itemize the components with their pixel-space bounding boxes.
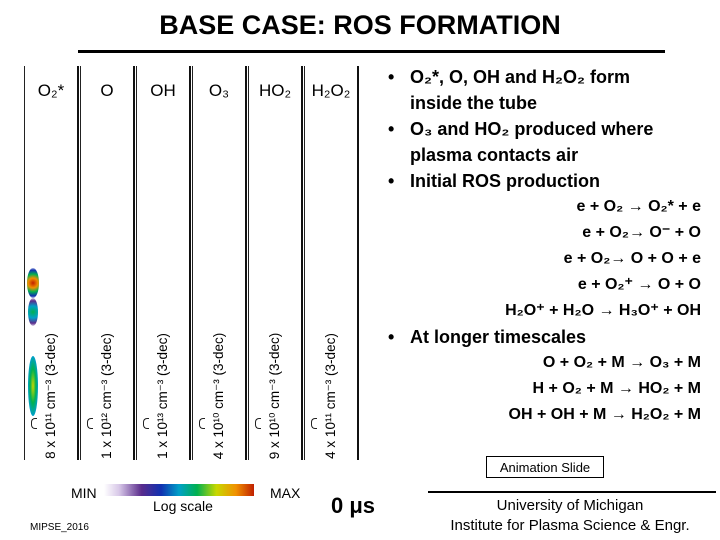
reaction-equation: e + O₂→ O⁻ + O [582,224,701,241]
animation-slide-button[interactable]: Animation Slide [486,456,604,478]
density-plume [27,268,39,298]
bullet-item: O₂*, O, OH and H₂O₂ form inside the tube [388,64,713,116]
mipse-label: MIPSE_2016 [30,522,89,533]
bullet-text: plasma contacts air [410,145,579,165]
reaction-equation: O + O₂ + M → O₃ + M [542,354,701,371]
colorbar-max-label: MAX [270,485,301,501]
bullet-text: At longer timescales [410,327,587,347]
reaction-equation: e + O₂⁺ → O + O [577,276,701,293]
title-divider [78,50,665,53]
reaction-equation: H₂O⁺ + H₂O → H₃O⁺ + OH [505,302,701,319]
electrode-marker [31,418,37,429]
electrode-marker [199,418,205,429]
bullet-text: Initial ROS production [410,171,600,191]
panel-o3: O₃ 4 x 10¹⁰ cm⁻³ (3-dec) [192,66,247,460]
colorbar [104,484,254,496]
electrode-marker [311,418,317,429]
reaction-equation: e + O₂→ O + O + e [563,250,701,267]
panel-h2o2: H₂O₂ 4 x 10¹¹ cm⁻³ (3-dec) [304,66,359,460]
panel-species-label: O₂* [37,81,65,100]
reaction-equation: e + O₂ → O₂* + e [576,198,702,215]
affiliation-line: University of Michigan [496,497,644,514]
panel-scale-label: 1 x 10¹² cm⁻³ (3-dec) [99,333,114,459]
panel-scale-label: 4 x 10¹¹ cm⁻³ (3-dec) [323,333,338,459]
species-panels: O₂* 8 x 10¹¹ cm⁻³ (3-dec) O 1 x 10¹² cm⁻… [24,66,362,460]
panel-species-label: O₃ [208,81,230,100]
electrode-marker [255,418,261,429]
panel-ho2: HO₂ 9 x 10¹⁰ cm⁻³ (3-dec) [248,66,303,460]
panel-species-label: H₂O₂ [311,81,351,100]
panel-species-label: OH [150,81,176,100]
density-plume [28,356,38,416]
panel-scale-label: 1 x 10¹³ cm⁻³ (3-dec) [155,333,170,459]
colorbar-scale-label: Log scale [153,498,213,514]
panel-scale-label: 4 x 10¹⁰ cm⁻³ (3-dec) [211,332,226,460]
density-plume [28,298,38,326]
time-readout: 0 μs [331,493,376,518]
panel-o: O 1 x 10¹² cm⁻³ (3-dec) [80,66,135,460]
footer-divider [428,491,716,493]
panel-species-label: O [100,81,114,100]
bullet-item: O₃ and HO₂ produced where plasma contact… [388,116,713,168]
panel-scale-label: 9 x 10¹⁰ cm⁻³ (3-dec) [267,332,282,460]
panel-o2-excited: O₂* 8 x 10¹¹ cm⁻³ (3-dec) [24,66,79,460]
electrode-marker [87,418,93,429]
bullet-list: O₂*, O, OH and H₂O₂ form inside the tube… [388,64,713,428]
bullet-text: inside the tube [410,93,538,113]
affiliation: University of Michigan Institute for Pla… [420,496,720,536]
electrode-marker [143,418,149,429]
panel-oh: OH 1 x 10¹³ cm⁻³ (3-dec) [136,66,191,460]
bullet-item: At longer timescales [388,324,713,350]
colorbar-min-label: MIN [71,485,97,501]
slide-title: BASE CASE: ROS FORMATION [159,10,561,40]
bullet-text: O₃ and HO₂ produced where [410,119,654,139]
panel-species-label: HO₂ [258,81,292,100]
affiliation-line: Institute for Plasma Science & Engr. [450,517,690,534]
later-reactions: O + O₂ + M → O₃ + M H + O₂ + M → HO₂ + M… [388,350,713,428]
bullet-item: Initial ROS production [388,168,713,194]
reaction-equation: H + O₂ + M → HO₂ + M [532,380,701,397]
initial-reactions: e + O₂ → O₂* + e e + O₂→ O⁻ + O e + O₂→ … [388,194,713,324]
bullet-text: O₂*, O, OH and H₂O₂ form [410,67,631,87]
reaction-equation: OH + OH + M → H₂O₂ + M [508,406,701,423]
panel-scale-label: 8 x 10¹¹ cm⁻³ (3-dec) [43,333,58,459]
